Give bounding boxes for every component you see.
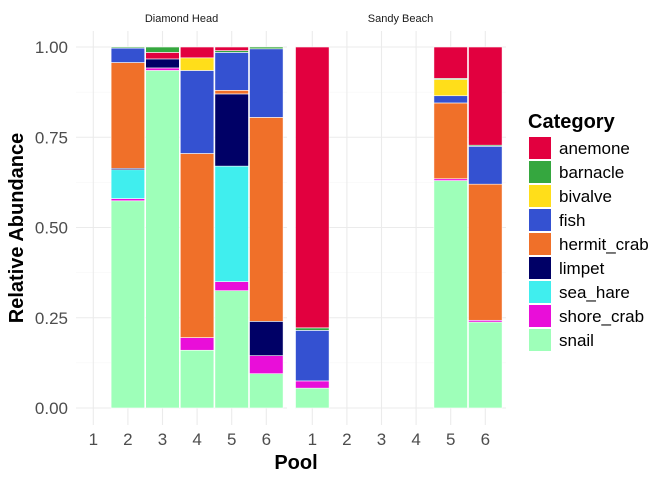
bar-segment-shore_crab — [145, 67, 180, 71]
bar-segment-anemone — [468, 46, 503, 146]
facet-panel: Sandy Beach 1 2 3 4 5 6 — [295, 13, 506, 449]
bar-segment-bivalve — [433, 79, 468, 97]
legend-label-fish: fish — [559, 211, 585, 230]
bar-segment-shore_crab — [110, 198, 145, 202]
facet-panels: Diamond Head 1 2 3 4 5 6 Sandy Beach 1 2 3 4 5 6 — [76, 13, 506, 449]
bar-segment-barnacle — [295, 327, 330, 331]
x-tick-label: 2 — [123, 430, 132, 449]
legend-key-barnacle — [529, 161, 551, 183]
legend-key-sea_hare — [529, 281, 551, 303]
legend-title: Category — [528, 111, 616, 133]
facet-strip-title: Sandy Beach — [368, 13, 433, 25]
x-tick-label: 2 — [342, 430, 351, 449]
legend-label-sea_hare: sea_hare — [559, 283, 630, 302]
legend-label-bivalve: bivalve — [559, 187, 612, 206]
bar-segment-anemone — [433, 46, 468, 79]
bar-segment-bivalve — [180, 57, 215, 71]
bar-segment-limpet — [145, 58, 180, 69]
bar-segment-hermit_crab — [180, 153, 215, 338]
bar-segment-fish — [468, 145, 503, 185]
y-tick-label: 0.25 — [35, 309, 68, 328]
bar-segment-barnacle — [145, 46, 180, 53]
legend-label-hermit_crab: hermit_crab — [559, 235, 649, 254]
bar-segment-snail — [295, 387, 330, 409]
bar-segment-snail — [433, 180, 468, 409]
bar-segment-sea_hare — [110, 169, 145, 199]
bar-segment-snail — [110, 200, 145, 409]
x-tick-label: 5 — [446, 430, 455, 449]
legend-key-hermit_crab — [529, 233, 551, 255]
legend-key-anemone — [529, 137, 551, 159]
bar-segment-fish — [214, 52, 249, 91]
x-tick-label: 4 — [192, 430, 201, 449]
bar-segment-fish — [110, 47, 145, 63]
bar-segment-anemone — [145, 52, 180, 60]
x-tick-label: 4 — [411, 430, 420, 449]
facet-panel: Diamond Head 1 2 3 4 5 6 — [76, 13, 287, 449]
bar-segment-hermit_crab — [249, 117, 284, 322]
bar-segment-sea_hare — [214, 165, 249, 282]
bar-segment-anemone — [180, 46, 215, 59]
bar-segment-hermit_crab — [433, 102, 468, 180]
legend-key-bivalve — [529, 185, 551, 207]
legend-label-limpet: limpet — [559, 259, 605, 278]
y-tick-label: 0.00 — [35, 399, 68, 418]
bar-segment-fish — [180, 70, 215, 154]
bar-segment-shore_crab — [180, 337, 215, 351]
x-tick-label: 3 — [377, 430, 386, 449]
bar-segment-anemone — [295, 46, 330, 329]
legend-label-snail: snail — [559, 331, 594, 350]
x-tick-label: 1 — [308, 430, 317, 449]
legend-label-anemone: anemone — [559, 139, 630, 158]
bar-segment-anemone — [214, 46, 249, 51]
x-tick-label: 1 — [89, 430, 98, 449]
legend-label-barnacle: barnacle — [559, 163, 624, 182]
bar-segment-fish — [433, 95, 468, 104]
bar-segment-hermit_crab — [468, 183, 503, 321]
bar-segment-shore_crab — [214, 281, 249, 291]
y-tick-label: 1.00 — [35, 38, 68, 57]
x-tick-label: 3 — [158, 430, 167, 449]
x-tick-label: 6 — [262, 430, 271, 449]
bar-segment-snail — [468, 321, 503, 409]
facet-strip-title: Diamond Head — [145, 13, 218, 25]
y-axis: 0.00 0.25 0.50 0.75 1.00 — [35, 38, 68, 418]
x-tick-label: 6 — [481, 430, 490, 449]
legend-key-fish — [529, 209, 551, 231]
bar-segment-fish — [295, 330, 330, 382]
y-tick-label: 0.50 — [35, 219, 68, 238]
bar-segment-limpet — [249, 321, 284, 356]
legend-key-snail — [529, 329, 551, 351]
bar-segment-fish — [249, 48, 284, 118]
bar-segment-snail — [145, 70, 180, 409]
bar-segment-limpet — [214, 93, 249, 167]
bar-segment-snail — [249, 373, 284, 409]
bar-segment-snail — [180, 349, 215, 409]
legend-key-shore_crab — [529, 305, 551, 327]
bar-segment-snail — [214, 290, 249, 409]
x-tick-label: 5 — [227, 430, 236, 449]
bar-segment-hermit_crab — [110, 62, 145, 169]
legend-label-shore_crab: shore_crab — [559, 307, 644, 326]
legend-key-limpet — [529, 257, 551, 279]
bar-segment-hermit_crab — [214, 90, 249, 95]
bar-segment-barnacle — [249, 46, 284, 50]
bar-segment-shore_crab — [295, 380, 330, 389]
x-axis-title: Pool — [274, 452, 317, 474]
bar-segment-shore_crab — [249, 355, 284, 375]
legend: Category anemone barnacle bivalve fish hermi… — [528, 111, 649, 351]
y-tick-label: 0.75 — [35, 128, 68, 147]
bar-segment-barnacle — [110, 46, 145, 49]
y-axis-title: Relative Abundance — [6, 133, 28, 323]
